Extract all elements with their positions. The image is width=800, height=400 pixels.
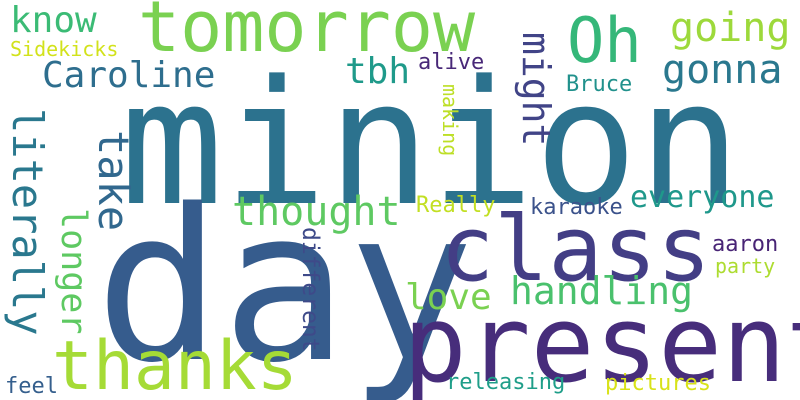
word-minion: minion xyxy=(120,43,742,244)
word-tomorrow: tomorrow xyxy=(138,0,476,68)
word-tbh: tbh xyxy=(345,51,411,92)
word-longer: longer xyxy=(53,208,93,335)
word-really: Really xyxy=(416,193,496,218)
word-bruce: Bruce xyxy=(566,72,633,97)
word-everyone: everyone xyxy=(630,180,775,215)
word-thanks: thanks xyxy=(52,327,298,400)
word-caroline: Caroline xyxy=(42,55,216,96)
word-feel: feel xyxy=(5,374,58,399)
word-love: love xyxy=(405,277,492,318)
word-present: present xyxy=(403,283,800,400)
word-class: class xyxy=(440,197,711,302)
word-karaoke: karaoke xyxy=(530,195,623,220)
word-gonna: gonna xyxy=(662,47,783,93)
word-oh: Oh xyxy=(567,4,642,77)
word-literally: literally xyxy=(3,108,52,336)
word-thought: thought xyxy=(232,189,401,235)
word-day: day xyxy=(95,164,475,400)
word-sidekicks: Sidekicks xyxy=(10,37,119,61)
word-aaron: aaron xyxy=(712,232,779,257)
word-making: making xyxy=(438,84,462,157)
word-take: take xyxy=(89,130,138,232)
word-know: know xyxy=(10,0,97,41)
word-releasing: releasing xyxy=(446,370,566,395)
word-party: party xyxy=(715,254,776,278)
word-alive: alive xyxy=(418,50,485,75)
word-different: different xyxy=(297,227,323,352)
word-going: going xyxy=(670,5,791,51)
word-might: might xyxy=(514,32,558,147)
word-handling: handling xyxy=(510,269,694,313)
word-pictures: pictures xyxy=(605,371,711,396)
